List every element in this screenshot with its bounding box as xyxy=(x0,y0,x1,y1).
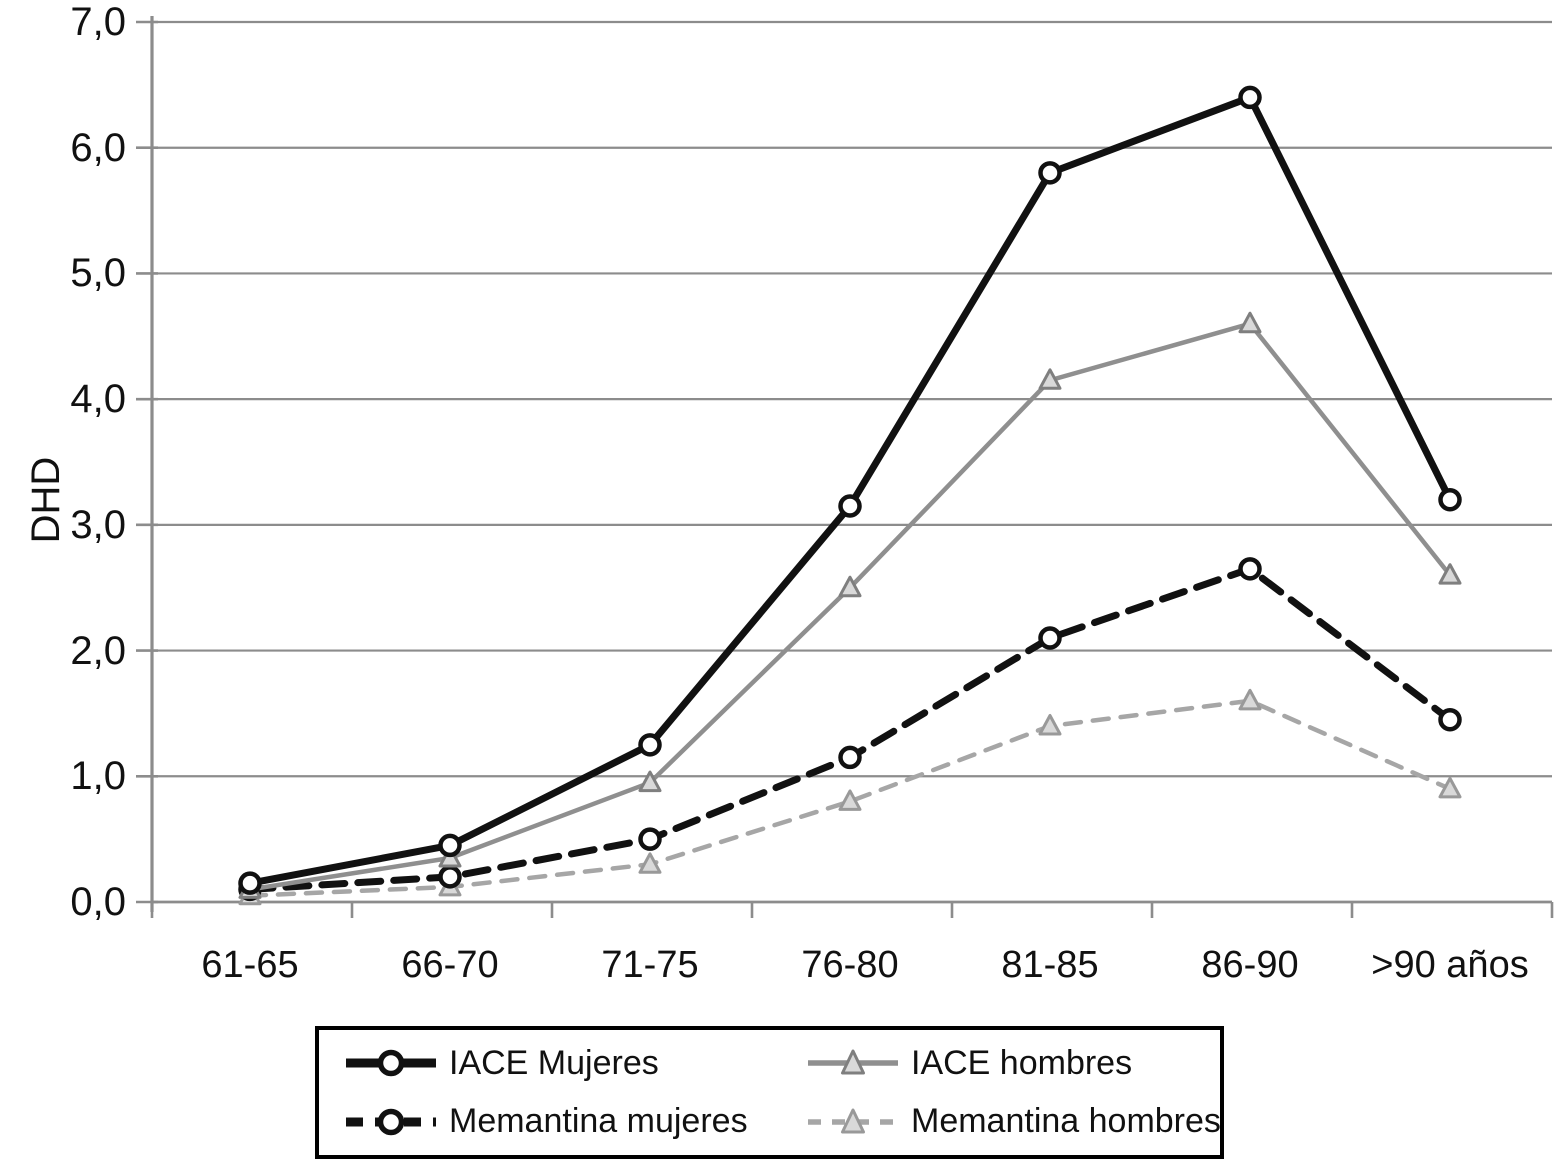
x-tick-label: 81-85 xyxy=(1001,944,1099,986)
iace-hombres-line-triangle-icon xyxy=(808,1049,898,1075)
y-tick-label: 4,0 xyxy=(70,377,126,422)
x-tick-label: 66-70 xyxy=(401,944,499,986)
legend-item-iace-hombres: IACE hombres xyxy=(803,1043,1221,1083)
legend-item-iace-mujeres: IACE Mujeres xyxy=(341,1043,803,1083)
y-tick-label: 1,0 xyxy=(70,754,126,799)
y-tick-label: 0,0 xyxy=(70,880,126,924)
marker-circle-iace-mujeres xyxy=(438,833,462,858)
y-tick-label: 3,0 xyxy=(70,502,126,547)
y-tick-label: 6,0 xyxy=(70,125,126,170)
iace-mujeres-line-circle-icon xyxy=(346,1050,436,1077)
y-tick-label: 2,0 xyxy=(70,628,126,673)
marker-circle-iace-mujeres xyxy=(838,494,862,518)
marker-triangle-memantina-hombres xyxy=(638,852,662,874)
marker-circle-memantina-mujeres xyxy=(1438,707,1462,732)
marker-circle-iace-mujeres xyxy=(1038,161,1062,185)
legend-label-memantina-mujeres: Memantina mujeres xyxy=(449,1102,748,1141)
marker-circle-iace-mujeres xyxy=(1438,487,1462,512)
x-tick-label: 71-75 xyxy=(601,944,699,986)
marker-triangle-memantina-hombres xyxy=(838,789,862,811)
legend-label-iace-mujeres: IACE Mujeres xyxy=(449,1043,659,1082)
marker-circle-iace-mujeres xyxy=(1238,85,1262,110)
marker-triangle-iace-hombres xyxy=(638,770,662,793)
legend-label-memantina-hombres: Memantina hombres xyxy=(911,1102,1221,1141)
memantina-hombres-dashed-triangle-icon xyxy=(808,1108,898,1134)
legend-label-iace-hombres: IACE hombres xyxy=(911,1043,1133,1082)
series-line-memantina-mujeres xyxy=(246,565,1454,893)
marker-circle-memantina-mujeres xyxy=(638,827,662,851)
marker-triangle-iace-hombres xyxy=(1038,368,1062,390)
marker-circle-memantina-mujeres xyxy=(838,745,862,770)
marker-triangle-memantina-hombres xyxy=(1038,714,1062,736)
legend-item-memantina-hombres: Memantina hombres xyxy=(803,1102,1221,1142)
marker-triangle-iace-hombres xyxy=(1238,311,1262,334)
memantina-mujeres-dashed-circle-icon xyxy=(346,1108,436,1135)
marker-triangle-iace-hombres xyxy=(1438,563,1462,585)
y-tick-label: 5,0 xyxy=(70,251,126,296)
x-tick-label: 61-65 xyxy=(201,944,299,986)
y-axis-title: DHD xyxy=(24,456,68,544)
marker-circle-iace-mujeres xyxy=(638,733,662,757)
x-tick-label: >90 años xyxy=(1371,944,1529,986)
x-tick-label: 86-90 xyxy=(1201,944,1299,986)
marker-triangle-memantina-hombres xyxy=(1238,688,1262,711)
marker-circle-memantina-mujeres xyxy=(1238,557,1262,581)
legend: IACE Mujeres IACE hombres Memantina muje… xyxy=(315,1026,1224,1159)
y-tick-label: 7,0 xyxy=(70,0,126,44)
marker-circle-memantina-mujeres xyxy=(438,865,462,889)
marker-circle-memantina-mujeres xyxy=(1038,626,1062,650)
marker-circle-iace-mujeres xyxy=(238,871,262,895)
legend-item-memantina-mujeres: Memantina mujeres xyxy=(341,1102,803,1142)
marker-triangle-memantina-hombres xyxy=(1438,776,1462,799)
marker-triangle-iace-hombres xyxy=(838,575,862,598)
x-tick-label: 76-80 xyxy=(801,944,899,986)
